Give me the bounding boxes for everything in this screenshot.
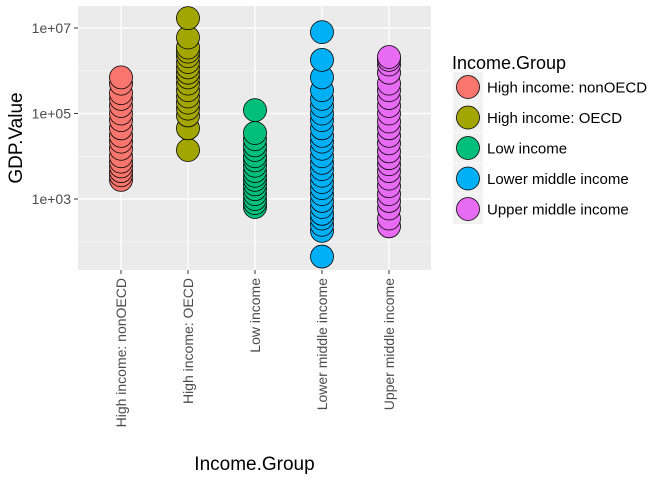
data-point [176,138,200,162]
data-point [310,20,334,45]
legend-key [456,197,480,221]
data-point [310,244,334,269]
y-axis: 1e+03 1e+05 1e+07 [32,20,78,207]
data-point [243,98,267,123]
legend-key [456,136,480,160]
legend: Income.Group High income: nonOECD High in… [452,53,647,224]
legend-label: Lower middle income [487,171,629,188]
legend-label: High income: nonOECD [487,80,647,97]
data-point [310,47,334,72]
y-tick-label: 1e+07 [32,20,72,36]
legend-key [456,166,480,191]
x-tick-label: Lower middle income [314,278,330,410]
legend-label: Upper middle income [487,202,629,219]
x-tick-label: Upper middle income [381,278,397,410]
x-tick-label: High income: OECD [180,278,196,404]
legend-key [456,75,480,99]
data-point [377,45,401,69]
x-tick-label: High income: nonOECD [113,278,129,427]
data-points [109,6,401,269]
x-axis: High income: nonOECD High income: OECD Low… [113,270,397,427]
data-point [176,6,200,31]
y-tick-label: 1e+03 [32,191,72,207]
y-tick-label: 1e+05 [32,106,72,122]
legend-label: High income: OECD [487,110,622,127]
y-axis-title: GDP.Value [6,92,27,183]
data-point [243,121,267,145]
x-axis-title: Income.Group [194,454,314,475]
x-tick-label: Low income [247,278,263,353]
legend-key [456,105,480,130]
legend-title: Income.Group [452,53,566,73]
data-point [109,65,133,90]
legend-label: Low income [487,141,567,158]
